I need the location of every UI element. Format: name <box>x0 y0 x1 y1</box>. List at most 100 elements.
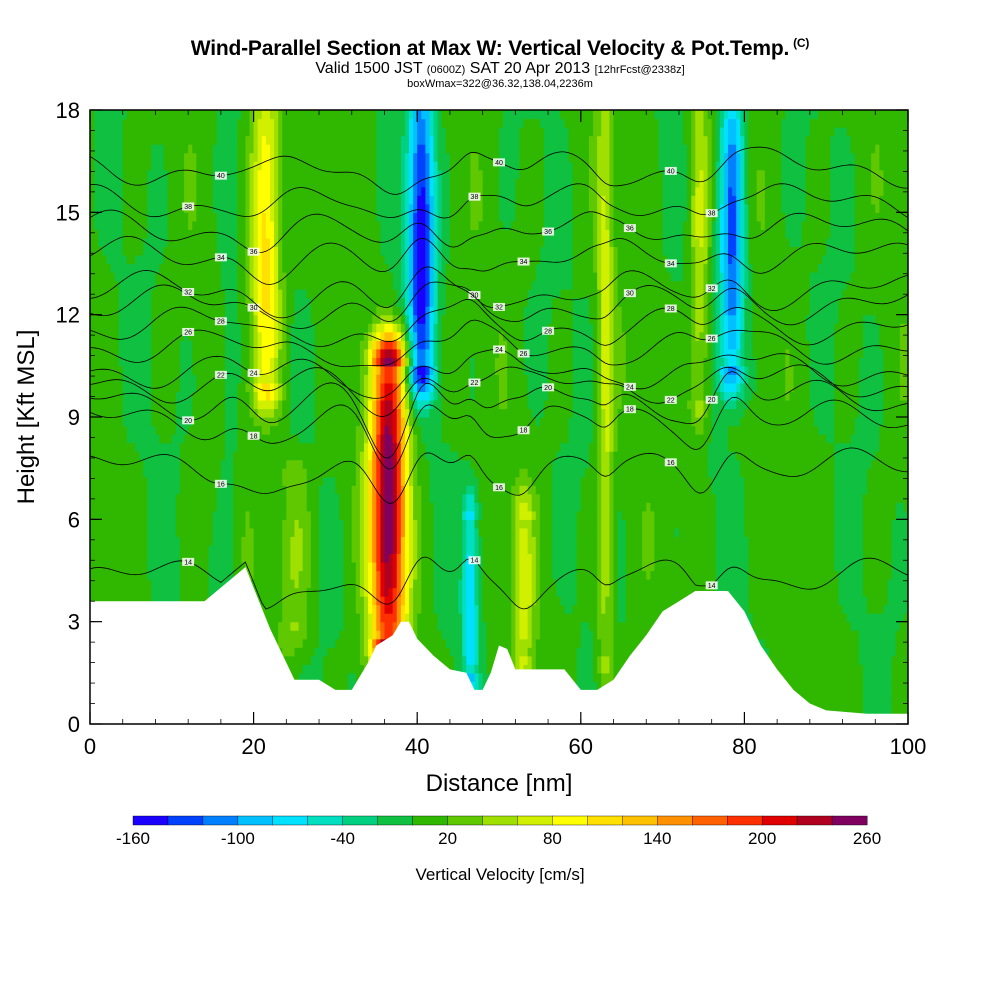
velocity-cell <box>134 587 140 597</box>
velocity-cell <box>159 544 165 555</box>
velocity-cell <box>253 289 259 299</box>
velocity-cell <box>249 186 255 196</box>
velocity-cell <box>335 570 341 580</box>
velocity-cell <box>155 306 161 316</box>
velocity-cell <box>200 272 206 282</box>
velocity-cell <box>200 425 206 435</box>
velocity-cell <box>290 561 296 572</box>
velocity-cell <box>102 468 107 478</box>
velocity-cell <box>282 169 287 179</box>
velocity-cell <box>302 621 308 631</box>
velocity-cell <box>130 510 136 520</box>
velocity-cell <box>364 152 369 162</box>
velocity-cell <box>355 289 361 299</box>
velocity-cell <box>216 417 222 427</box>
velocity-cell <box>249 169 255 179</box>
velocity-cell <box>216 144 222 154</box>
velocity-cell <box>323 220 328 230</box>
velocity-cell <box>327 536 332 546</box>
velocity-cell <box>94 263 99 273</box>
velocity-cell <box>110 348 116 358</box>
velocity-cell <box>347 544 353 555</box>
velocity-cell <box>323 246 328 256</box>
velocity-cell <box>179 451 185 461</box>
velocity-cell <box>335 127 341 137</box>
velocity-cell <box>130 220 136 230</box>
velocity-cell <box>347 502 353 512</box>
velocity-cell <box>306 391 312 401</box>
velocity-cell <box>257 570 263 580</box>
velocity-cell <box>274 365 279 375</box>
velocity-cell <box>327 579 332 589</box>
velocity-cell <box>323 135 328 145</box>
velocity-cell <box>241 195 247 205</box>
velocity-cell <box>188 485 193 495</box>
velocity-cell <box>310 314 316 324</box>
velocity-cell <box>155 118 161 128</box>
velocity-cell <box>155 110 161 120</box>
velocity-cell <box>241 152 247 162</box>
velocity-cell <box>359 485 365 495</box>
velocity-cell <box>216 425 222 435</box>
velocity-cell <box>314 152 320 162</box>
velocity-cell <box>269 476 275 486</box>
velocity-cell <box>343 263 349 273</box>
velocity-cell <box>278 579 283 589</box>
velocity-cell <box>359 127 365 137</box>
velocity-cell <box>249 544 255 555</box>
velocity-cell <box>155 596 161 606</box>
velocity-cell <box>245 451 251 461</box>
velocity-cell <box>229 425 234 435</box>
velocity-cell <box>102 493 107 503</box>
velocity-cell <box>339 169 345 179</box>
velocity-cell <box>274 382 279 393</box>
velocity-cell <box>179 161 185 171</box>
velocity-cell <box>253 331 259 341</box>
velocity-cell <box>343 118 349 128</box>
velocity-cell <box>286 289 292 299</box>
velocity-cell <box>147 289 152 299</box>
velocity-cell <box>274 476 279 486</box>
velocity-cell <box>310 502 316 512</box>
velocity-cell <box>155 579 161 589</box>
velocity-cell <box>335 254 341 265</box>
velocity-cell <box>94 340 99 350</box>
velocity-cell <box>274 297 279 307</box>
velocity-cell <box>163 425 169 435</box>
velocity-cell <box>229 348 234 358</box>
velocity-cell <box>216 570 222 580</box>
velocity-cell <box>196 442 202 452</box>
velocity-cell <box>102 485 107 495</box>
velocity-cell <box>368 485 373 495</box>
velocity-cell <box>151 331 157 341</box>
velocity-cell <box>167 579 173 589</box>
velocity-cell <box>134 570 140 580</box>
velocity-cell <box>347 314 353 324</box>
velocity-cell <box>171 178 177 188</box>
velocity-cell <box>159 144 165 154</box>
velocity-cell <box>192 323 197 333</box>
velocity-cell <box>351 434 357 444</box>
velocity-cell <box>359 161 365 171</box>
velocity-cell <box>110 161 116 171</box>
velocity-cell <box>94 408 99 418</box>
velocity-cell <box>192 399 197 410</box>
velocity-cell <box>233 527 238 537</box>
velocity-cell <box>200 203 206 213</box>
velocity-cell <box>220 263 226 273</box>
velocity-cell <box>102 425 107 435</box>
velocity-cell <box>294 297 300 307</box>
velocity-cell <box>314 203 320 213</box>
velocity-cell <box>355 340 361 350</box>
velocity-cell <box>314 220 320 230</box>
velocity-cell <box>192 195 197 205</box>
velocity-cell <box>241 127 247 137</box>
velocity-cell <box>306 399 312 410</box>
velocity-cell <box>110 331 116 341</box>
velocity-cell <box>310 118 316 128</box>
velocity-cell <box>306 630 312 640</box>
velocity-cell <box>134 272 140 282</box>
velocity-cell <box>310 579 316 589</box>
velocity-cell <box>269 212 275 222</box>
velocity-cell <box>306 161 312 171</box>
